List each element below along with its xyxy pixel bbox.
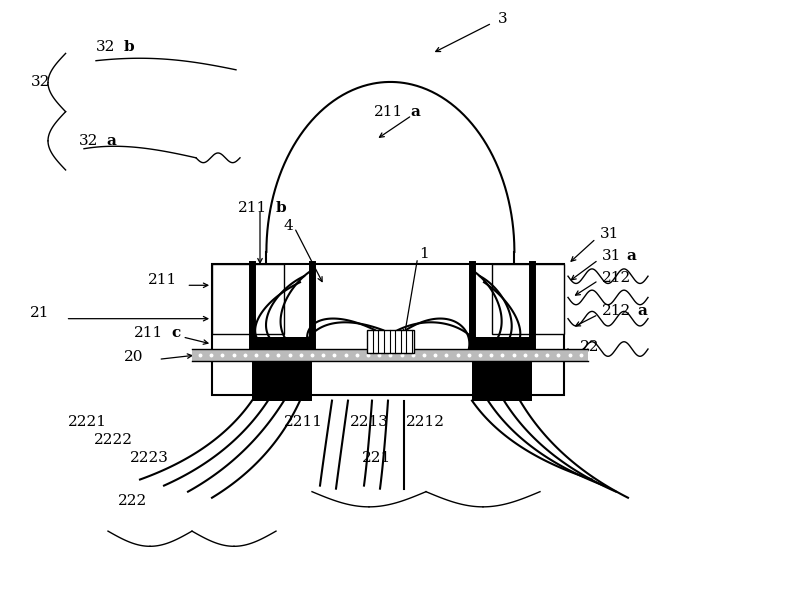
Bar [472, 361, 532, 401]
Text: a: a [410, 105, 420, 120]
Text: 2223: 2223 [130, 451, 169, 466]
Bar [252, 337, 312, 349]
Text: c: c [171, 325, 181, 340]
Text: 221: 221 [362, 451, 391, 466]
Text: 212: 212 [602, 304, 631, 318]
Text: 2221: 2221 [68, 415, 107, 429]
Text: 212: 212 [602, 271, 631, 285]
Text: 211: 211 [134, 325, 164, 340]
Bar [492, 264, 564, 334]
Text: a: a [626, 249, 636, 263]
Text: 4: 4 [284, 219, 294, 233]
Text: b: b [124, 40, 134, 55]
Bar [367, 330, 414, 353]
Text: 21: 21 [30, 305, 50, 320]
Bar [252, 361, 312, 401]
Text: 211: 211 [238, 200, 268, 215]
Text: 32: 32 [96, 40, 115, 55]
Text: 2211: 2211 [284, 415, 323, 429]
Bar [212, 264, 564, 395]
Text: 222: 222 [118, 493, 148, 508]
Bar [472, 337, 532, 349]
Text: 32: 32 [78, 134, 98, 148]
Text: 31: 31 [600, 226, 619, 241]
Text: b: b [275, 200, 286, 215]
Text: 2213: 2213 [350, 415, 390, 429]
Text: 211: 211 [148, 273, 178, 288]
Text: 31: 31 [602, 249, 621, 263]
Bar [192, 349, 588, 361]
Text: 1: 1 [419, 246, 429, 261]
Text: a: a [106, 134, 116, 148]
Text: 211: 211 [374, 105, 403, 120]
Text: 2212: 2212 [406, 415, 446, 429]
Text: 3: 3 [498, 12, 507, 27]
Text: a: a [638, 304, 647, 318]
Text: 32: 32 [30, 75, 50, 89]
Bar [212, 264, 284, 334]
Text: 22: 22 [580, 340, 599, 354]
Text: 20: 20 [124, 350, 143, 364]
Text: 2222: 2222 [94, 433, 134, 447]
